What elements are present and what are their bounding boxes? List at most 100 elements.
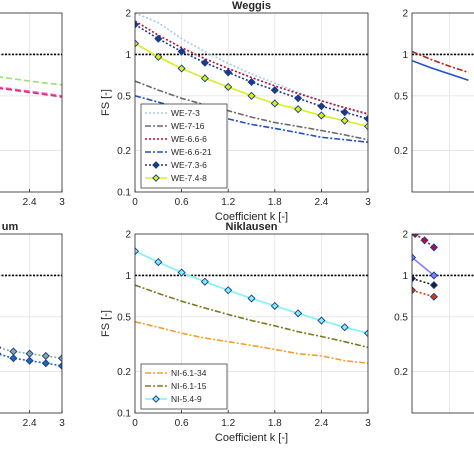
chart-title: um <box>2 221 19 233</box>
y-tick-label: 1 <box>402 50 408 61</box>
series-weggis-5 <box>135 39 368 131</box>
data-point <box>317 111 326 120</box>
data-point <box>317 316 326 325</box>
y-tick-label: 0.5 <box>394 312 408 323</box>
data-point <box>294 105 303 114</box>
y-tick-label: 0.2 <box>394 146 408 157</box>
data-point <box>224 68 233 77</box>
data-point <box>177 64 186 73</box>
data-point <box>429 281 438 290</box>
plot-area <box>412 13 474 192</box>
data-point <box>412 234 420 239</box>
legend-entry: WE-7-3 <box>171 108 200 118</box>
data-point <box>247 77 256 87</box>
data-point <box>224 82 233 92</box>
gridlines <box>412 13 474 192</box>
chart-left-top: 2.4 3 <box>0 12 65 208</box>
y-tick-label: 2 <box>125 230 131 241</box>
legend-entry: NI-5.4-9 <box>171 394 202 404</box>
x-axis-label: Coefficient k [-] <box>215 432 288 444</box>
legend-marker <box>152 161 160 169</box>
x-tick-label: 3 <box>365 418 371 429</box>
y-tick-label: 0.5 <box>117 91 131 102</box>
data-point <box>270 86 279 95</box>
data-point <box>429 243 438 252</box>
chart-niklausen: 0 0.6 1.2 1.8 2.4 3 0.1 0.2 0.5 1 2 Niklausen Coeffi… <box>100 221 371 444</box>
data-point <box>57 354 62 363</box>
series-line <box>135 23 368 120</box>
data-point <box>340 116 349 125</box>
gridlines <box>412 234 474 413</box>
chart-left-bottom: 2.4 3 um <box>0 221 65 429</box>
series-weggis-4 <box>135 20 368 123</box>
axes-box <box>411 12 474 193</box>
axes-box <box>134 233 369 414</box>
series-line <box>135 321 368 364</box>
data-point <box>135 20 140 29</box>
data-point <box>247 91 256 100</box>
series-right-bottom-3 <box>412 286 438 301</box>
y-tick-label: 0.1 <box>117 409 131 420</box>
series-left-top-1 <box>0 86 62 97</box>
data-point <box>363 329 368 338</box>
y-tick-label: 2 <box>402 9 408 20</box>
data-point <box>340 323 349 332</box>
series-weggis-0 <box>135 13 368 117</box>
legend-entry: WE-7.4-8 <box>171 173 207 183</box>
y-tick-label: 1 <box>125 50 131 61</box>
data-point <box>412 253 417 262</box>
chart-weggis: 0 0.6 1.2 1.8 2.4 3 0.1 0.2 0.5 1 2 Weggis Coefficie… <box>100 0 371 223</box>
y-tick-label: 0.5 <box>117 312 131 323</box>
series-niklausen-0 <box>135 321 368 364</box>
legend-box <box>140 103 228 189</box>
x-tick-label: 0.6 <box>175 197 189 208</box>
series-line <box>0 353 62 367</box>
data-point <box>154 52 163 61</box>
y-tick-label: 0.5 <box>394 91 408 102</box>
data-point <box>200 277 209 286</box>
series-line <box>0 86 62 97</box>
legend-marker <box>152 174 160 182</box>
legend-entry: NI-6.1-15 <box>171 381 207 391</box>
series-line <box>135 13 368 117</box>
legend-entry: WE-6.6-6 <box>171 134 207 144</box>
x-tick-label: 0 <box>132 197 138 208</box>
y-tick-label: 0.2 <box>394 367 408 378</box>
plot-area <box>412 234 474 413</box>
series-line <box>0 76 62 86</box>
series-line <box>135 284 368 349</box>
y-tick-label: 2 <box>402 230 408 241</box>
chart-right-bottom: 2 1 0.5 0.2 <box>394 230 474 414</box>
data-point <box>294 94 303 103</box>
legend-marker <box>152 395 160 403</box>
data-point <box>0 346 2 349</box>
data-point <box>340 108 349 117</box>
x-tick-label: 1.2 <box>221 418 235 429</box>
series-line <box>0 87 62 98</box>
x-tick-label: 1.8 <box>268 197 282 208</box>
y-tick-label: 2 <box>125 9 131 20</box>
data-point <box>317 102 326 111</box>
series-line <box>135 20 368 115</box>
data-point <box>363 122 368 131</box>
x-tick-label: 2.4 <box>314 418 328 429</box>
series-left-top-0 <box>0 76 62 86</box>
data-point <box>57 361 62 370</box>
x-tick-label: 2.4 <box>314 197 328 208</box>
series-left-top-2 <box>0 87 62 98</box>
series-line <box>412 50 469 74</box>
legend-entry: WE-7.3-6 <box>171 160 207 170</box>
data-point <box>270 301 279 310</box>
legend: WE-7-3 WE-7-16 WE-6.6-6 WE-6.6-21 WE-7.3-6 WE… <box>140 103 228 189</box>
data-point <box>200 58 209 67</box>
x-axis-label: Coefficient k [-] <box>215 211 288 223</box>
series-niklausen-1 <box>135 284 368 349</box>
x-tick-label: 3 <box>59 197 65 208</box>
data-point <box>420 236 429 245</box>
series-right-top-0 <box>412 50 469 74</box>
chart-title: Weggis <box>232 0 271 12</box>
series-weggis-2 <box>135 20 368 115</box>
x-tick-label: 3 <box>365 197 371 208</box>
data-point <box>270 99 279 108</box>
